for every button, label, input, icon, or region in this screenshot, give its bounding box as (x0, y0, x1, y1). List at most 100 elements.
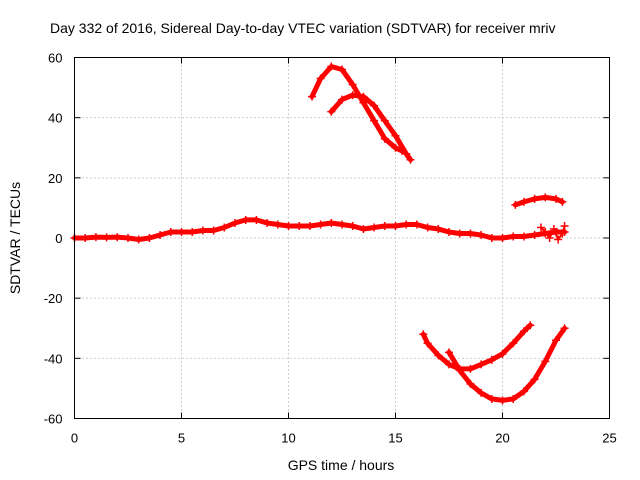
data-point (166, 227, 175, 236)
data-point (209, 226, 218, 235)
x-tick-label: 0 (71, 431, 78, 446)
data-point (487, 234, 496, 242)
data-point (487, 355, 496, 364)
data-point (348, 80, 357, 89)
data-point (552, 336, 560, 345)
data-point (380, 221, 389, 230)
data-point (526, 321, 535, 330)
chart-title: Day 332 of 2016, Sidereal Day-to-day VTE… (50, 20, 555, 36)
y-axis-label: SDTVAR / TECUs (7, 182, 23, 294)
x-tick-label: 10 (281, 431, 295, 446)
data-point (554, 235, 563, 244)
x-tick-label: 25 (602, 431, 616, 446)
data-point (188, 227, 197, 236)
data-point (220, 223, 229, 232)
data-point (560, 324, 569, 333)
y-tick-label: 0 (55, 231, 62, 246)
data-point (145, 234, 154, 242)
data-point (545, 234, 554, 242)
plot-frame (74, 57, 610, 419)
data-point (134, 235, 143, 244)
data-point (537, 223, 546, 232)
data-point (316, 220, 325, 229)
y-tick-label: 40 (48, 111, 62, 126)
data-point (402, 149, 411, 158)
data-point (509, 339, 518, 348)
series-arc-c (511, 193, 567, 209)
series-arc-a (308, 62, 406, 155)
data-point (124, 234, 132, 242)
data-point (338, 220, 346, 229)
data-point (519, 327, 528, 336)
data-point (466, 379, 475, 388)
data-point (402, 220, 411, 229)
series-arc-d (419, 321, 535, 373)
data-point (423, 223, 432, 232)
data-point (558, 197, 567, 206)
data-point (552, 194, 560, 203)
data-point (370, 101, 379, 110)
series-arc-e (445, 324, 569, 405)
data-point (530, 194, 539, 203)
data-point (406, 155, 415, 164)
data-point (445, 360, 453, 369)
data-point (530, 230, 539, 239)
data-point (445, 348, 453, 357)
data-point (549, 224, 558, 233)
data-point (338, 65, 346, 74)
data-point (113, 233, 122, 242)
data-point (455, 366, 464, 375)
y-tick-label: -40 (44, 351, 63, 366)
data-point (327, 218, 336, 227)
y-tick-label: -20 (44, 291, 63, 306)
data-point (412, 220, 421, 229)
data-point (305, 221, 314, 230)
data-point (327, 62, 336, 71)
data-point (391, 221, 400, 230)
data-point (477, 360, 486, 369)
series-line (446, 325, 568, 403)
data-point (487, 394, 496, 403)
data-point (348, 221, 357, 230)
data-point (498, 349, 507, 358)
data-point (370, 116, 379, 125)
y-tick-label: 20 (48, 171, 62, 186)
y-tick-label: 60 (48, 51, 62, 66)
data-point (541, 227, 550, 236)
data-point (434, 351, 443, 360)
data-point (156, 230, 165, 239)
data-point (231, 218, 239, 227)
data-point (370, 223, 379, 232)
data-point (455, 229, 464, 238)
data-series (70, 62, 569, 405)
data-point (466, 364, 475, 373)
data-point (198, 226, 207, 235)
axis-ticks: 0 5 10 15 20 25 -60 -40 -20 0 20 40 60 (44, 51, 617, 446)
x-tick-label: 20 (495, 431, 509, 446)
series-line (420, 322, 533, 372)
data-point (241, 215, 250, 224)
data-point (434, 224, 443, 233)
x-tick-label: 15 (388, 431, 402, 446)
data-point (419, 330, 428, 339)
data-point (477, 388, 486, 397)
x-tick-label: 5 (178, 431, 185, 446)
data-point (273, 220, 282, 229)
data-point (359, 92, 368, 101)
series-cluster-f (537, 221, 569, 244)
x-axis-label: GPS time / hours (288, 457, 395, 473)
data-point (327, 107, 336, 116)
data-point (380, 116, 389, 125)
data-point (560, 221, 569, 230)
data-point (338, 95, 346, 104)
data-point (380, 134, 389, 143)
data-point (252, 215, 261, 224)
data-point (519, 232, 528, 241)
data-point (81, 234, 90, 242)
data-point (423, 339, 432, 348)
data-point (558, 229, 567, 238)
data-point (316, 74, 325, 83)
data-point (519, 197, 528, 206)
y-tick-label: -60 (44, 412, 63, 427)
